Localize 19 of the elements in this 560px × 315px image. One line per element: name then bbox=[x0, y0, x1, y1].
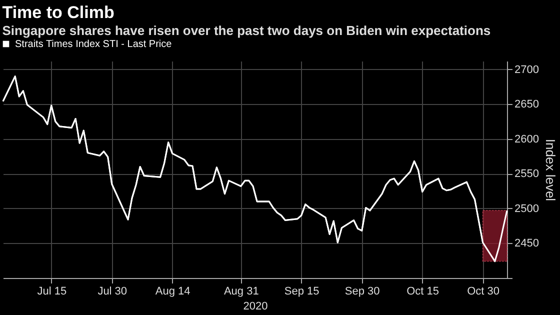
y-tick-label: 2700 bbox=[514, 64, 539, 76]
y-axis-title: Index level bbox=[542, 138, 558, 202]
chart-subtitle: Singapore shares have risen over the past two days on Biden win expectations bbox=[2, 23, 491, 38]
x-tick-label: Jul 30 bbox=[98, 286, 128, 298]
x-tick-label: Jul 15 bbox=[37, 286, 67, 298]
y-tick-label: 2550 bbox=[514, 168, 539, 180]
x-tick-label: Sep 15 bbox=[284, 286, 320, 298]
x-tick-label: Aug 14 bbox=[155, 286, 190, 298]
y-tick-label: 2450 bbox=[514, 238, 539, 250]
chart-title: Time to Climb bbox=[2, 3, 114, 22]
y-tick-label: 2650 bbox=[514, 98, 539, 111]
y-tick-label: 2600 bbox=[514, 133, 539, 146]
x-axis-title: 2020 bbox=[243, 300, 268, 312]
y-tick-label: 2500 bbox=[514, 202, 539, 215]
x-tick-label: Oct 30 bbox=[467, 286, 500, 298]
x-tick-label: Sep 30 bbox=[344, 286, 380, 298]
legend-label: Straits Times Index STI - Last Price bbox=[15, 39, 172, 50]
x-tick-label: Aug 31 bbox=[224, 286, 259, 298]
x-tick-label: Oct 15 bbox=[406, 286, 440, 298]
